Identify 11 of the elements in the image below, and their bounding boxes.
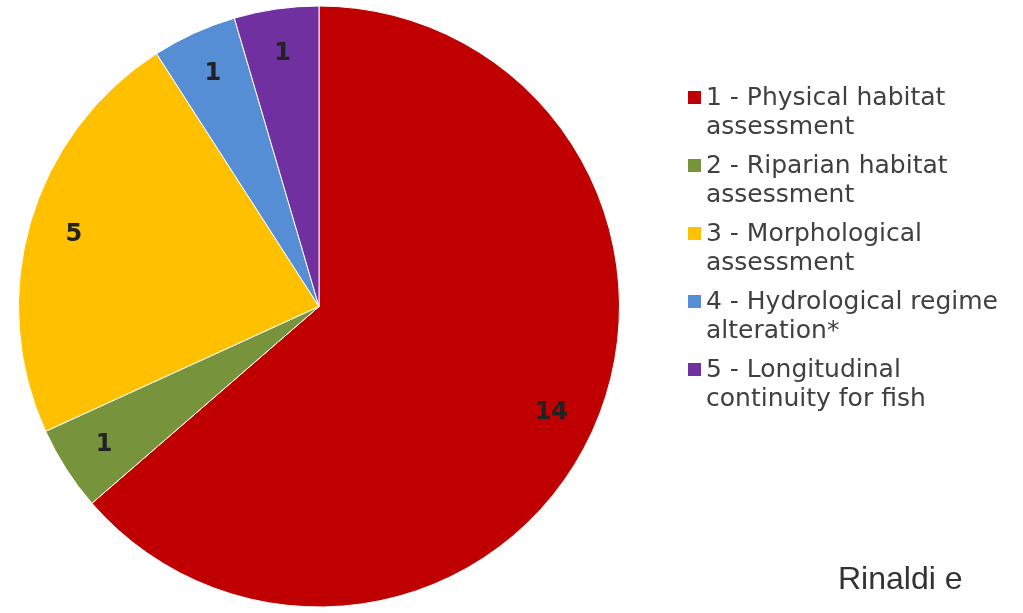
legend-label: 3 - Morphological assessment [706,218,924,276]
text: Rinaldi e [838,560,963,597]
data-label: 1 [204,58,222,87]
legend-label: 1 - Physical habitat assessment [706,82,947,140]
data-label: 1 [95,428,113,457]
legend-label: 4 - Hydrological regime alteration* [706,286,999,344]
data-label: 5 [65,218,83,247]
legend-label: 5 - Longitudinal continuity for fish [706,354,927,412]
data-label: 1 [274,37,291,66]
data-label: 14 [534,396,569,425]
legend-label: 2 - Riparian habitat assessment [706,150,949,208]
